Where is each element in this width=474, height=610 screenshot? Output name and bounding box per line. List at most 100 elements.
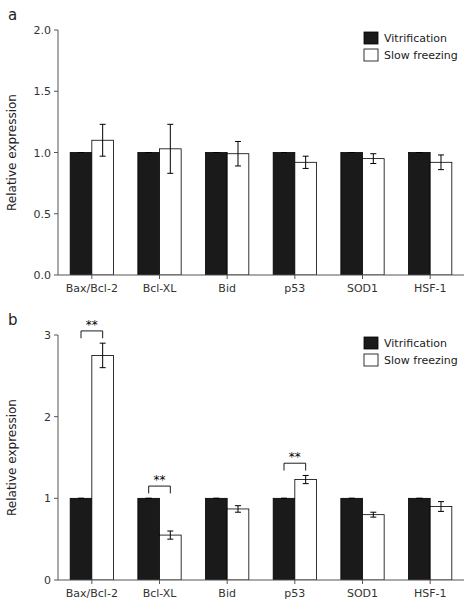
error-bar — [78, 152, 84, 153]
error-cap — [78, 152, 84, 153]
y-axis-label: Relative expression — [5, 399, 19, 516]
error-cap — [438, 511, 444, 512]
x-tick-label: p53 — [284, 587, 305, 600]
error-cap — [167, 531, 173, 532]
x-tick-label: SOD1 — [347, 282, 378, 295]
error-line — [440, 155, 441, 170]
y-tick — [54, 213, 58, 214]
error-bar — [213, 152, 219, 153]
x-tick-label: HSF-1 — [414, 587, 447, 600]
y-tick — [54, 580, 58, 581]
error-line — [305, 156, 306, 168]
error-cap — [303, 156, 309, 157]
error-cap — [235, 505, 241, 506]
x-tick — [430, 275, 431, 279]
legend-swatch — [364, 49, 378, 61]
y-tick — [54, 30, 58, 31]
significance-label: ** — [86, 318, 98, 332]
legend-label: Vitrification — [384, 32, 447, 45]
y-tick — [54, 91, 58, 92]
error-cap — [303, 168, 309, 169]
y-tick-label: 1 — [44, 492, 51, 505]
x-tick — [91, 580, 92, 584]
error-cap — [303, 483, 309, 484]
x-tick — [159, 275, 160, 279]
error-cap — [78, 152, 84, 153]
bar — [227, 154, 249, 275]
error-cap — [416, 498, 422, 499]
significance-label: ** — [289, 450, 301, 464]
error-line — [373, 512, 374, 517]
y-tick — [54, 152, 58, 153]
error-cap — [416, 498, 422, 499]
error-cap — [281, 152, 287, 153]
bar — [206, 153, 228, 276]
x-tick-label: SOD1 — [347, 587, 378, 600]
y-tick-label: 2 — [44, 411, 51, 424]
error-cap — [146, 498, 152, 499]
panel-label: b — [8, 311, 18, 329]
legend-label: Slow freezing — [384, 49, 458, 62]
error-bar — [349, 152, 355, 153]
error-cap — [100, 343, 106, 344]
x-tick-label: Bid — [218, 282, 236, 295]
y-tick-label: 2.0 — [34, 24, 52, 37]
error-cap — [370, 153, 376, 154]
error-cap — [349, 498, 355, 499]
panel: b0123Relative expressionBax/Bcl-2Bcl-XLB… — [5, 311, 464, 600]
x-tick — [91, 275, 92, 279]
y-axis — [58, 335, 59, 580]
error-cap — [146, 152, 152, 153]
marks — [70, 343, 452, 580]
error-bar — [438, 502, 444, 512]
error-cap — [281, 498, 287, 499]
y-tick-label: 0 — [44, 574, 51, 587]
error-cap — [213, 498, 219, 499]
error-bar — [349, 498, 355, 499]
x-tick — [362, 275, 363, 279]
error-line — [237, 141, 238, 166]
error-cap — [370, 163, 376, 164]
error-line — [102, 124, 103, 156]
y-tick-label: 0.0 — [34, 269, 52, 282]
error-bar — [416, 152, 422, 153]
bar — [70, 153, 92, 276]
error-line — [373, 154, 374, 164]
error-cap — [349, 152, 355, 153]
error-cap — [281, 152, 287, 153]
error-bar — [303, 475, 309, 483]
y-tick-label: 1.0 — [34, 147, 52, 160]
bar — [92, 140, 114, 275]
error-bar — [370, 512, 376, 517]
y-tick — [54, 498, 58, 499]
x-axis — [58, 275, 464, 276]
x-axis — [58, 580, 464, 581]
significance-bracket — [81, 331, 103, 338]
bar — [92, 355, 114, 580]
error-bar — [167, 124, 173, 173]
y-axis-label: Relative expression — [5, 94, 19, 211]
error-cap — [235, 512, 241, 513]
error-line — [237, 506, 238, 513]
error-bar — [100, 124, 106, 156]
error-bar — [235, 506, 241, 513]
error-line — [305, 475, 306, 483]
panel-label: a — [8, 6, 17, 24]
legend-swatch — [364, 32, 378, 44]
bar — [409, 498, 431, 580]
error-cap — [370, 517, 376, 518]
y-tick — [54, 335, 58, 336]
significance-bracket — [149, 486, 171, 493]
error-bar — [281, 498, 287, 499]
x-tick-label: Bid — [218, 587, 236, 600]
x-tick-label: HSF-1 — [414, 282, 447, 295]
error-cap — [213, 152, 219, 153]
x-tick-label: Bax/Bcl-2 — [66, 282, 118, 295]
error-bar — [100, 343, 106, 368]
error-line — [102, 343, 103, 368]
bar — [273, 498, 295, 580]
error-cap — [235, 165, 241, 166]
marks — [70, 124, 452, 275]
error-cap — [213, 498, 219, 499]
bar — [273, 153, 295, 276]
